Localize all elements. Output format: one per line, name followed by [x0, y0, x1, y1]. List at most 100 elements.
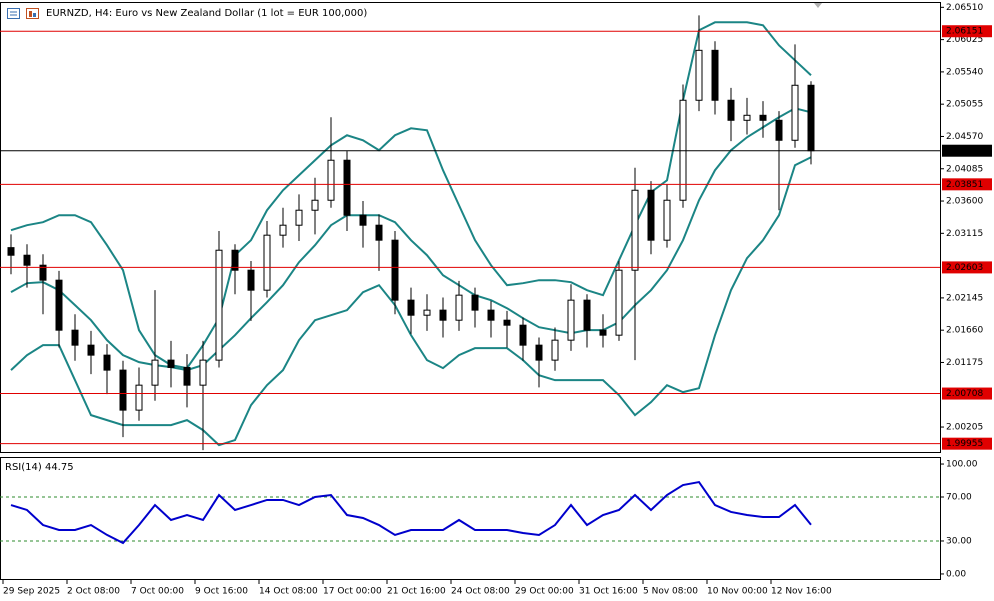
level-label: 2.02603 [946, 263, 983, 273]
candle-body [455, 294, 463, 321]
candle-body [535, 344, 543, 361]
x-tick-label: 5 Nov 08:00 [643, 587, 698, 597]
candle-body [231, 249, 239, 271]
candle-body [599, 329, 607, 336]
candle-body [103, 354, 111, 371]
icon-chart[interactable] [26, 8, 39, 19]
candle-body [327, 159, 335, 201]
candle-body [7, 247, 15, 256]
y-tick-label: 2.00205 [946, 423, 983, 433]
x-tick-label: 21 Oct 16:00 [387, 587, 446, 597]
y-tick-label: 2.01660 [946, 326, 983, 336]
candle-body [183, 366, 191, 386]
candle-body [551, 339, 559, 361]
candle-body [439, 309, 447, 321]
y-tick-label: 2.04570 [946, 132, 983, 142]
y-tick-label: 100.00 [946, 460, 978, 470]
x-tick-label: 14 Oct 08:00 [259, 587, 318, 597]
y-tick-label: 2.01175 [946, 358, 983, 368]
chart-title: EURNZD, H4: Euro vs New Zealand Dollar (… [46, 8, 367, 19]
candle-body [759, 114, 767, 121]
y-tick-label: 70.00 [946, 493, 972, 503]
candle-body [791, 84, 799, 141]
candle-body [311, 199, 319, 211]
x-tick-label: 24 Oct 08:00 [451, 587, 510, 597]
candle-body [695, 49, 703, 101]
y-tick-label: 2.05540 [946, 67, 983, 77]
candle-body [775, 119, 783, 141]
candle-body [407, 299, 415, 316]
x-tick-label: 12 Nov 16:00 [771, 587, 832, 597]
rsi-pane-frame [0, 457, 941, 580]
y-tick-label: 0.00 [946, 569, 966, 579]
level-label-box [942, 261, 992, 274]
candle-body [359, 214, 367, 226]
candle-body [23, 254, 31, 266]
candle-body [119, 369, 127, 411]
icon-bar [29, 11, 32, 17]
candle-body [519, 324, 527, 346]
candle-body [711, 49, 719, 101]
bollinger-middle [10, 107, 812, 372]
candle-body [167, 359, 175, 368]
candle-body [807, 84, 815, 152]
candle-body [743, 114, 751, 121]
x-tick-label: 29 Oct 00:00 [515, 587, 574, 597]
candle-body [423, 309, 431, 316]
candle-body [215, 249, 223, 361]
bollinger-upper [10, 21, 812, 370]
candle-body [199, 359, 207, 386]
level-label: 1.99955 [946, 439, 983, 449]
x-tick-label: 2 Oct 08:00 [67, 587, 120, 597]
candle-body [663, 199, 671, 241]
x-tick-label: 9 Oct 16:00 [195, 587, 248, 597]
candle-body [503, 319, 511, 326]
x-tick-label: 17 Oct 00:00 [323, 587, 382, 597]
candle-body [247, 269, 255, 291]
candle-body [55, 279, 63, 331]
icon-bar [33, 13, 36, 17]
candle-body [727, 99, 735, 121]
price-label-box [942, 144, 992, 157]
level-label-box [942, 387, 992, 400]
candle-body [615, 269, 623, 336]
level-label-box [942, 25, 992, 38]
bollinger-lower [10, 156, 812, 447]
candle-body [279, 224, 287, 236]
candle-body [375, 224, 383, 241]
rsi-line [10, 480, 812, 545]
x-tick-label: 7 Oct 00:00 [131, 587, 184, 597]
rsi-title: RSI(14) 44.75 [5, 462, 74, 473]
candle-body [567, 299, 575, 341]
candle-body [151, 359, 159, 386]
x-tick-label: 10 Nov 00:00 [707, 587, 768, 597]
price-label: 2.04356 [946, 146, 983, 156]
candle-body [71, 329, 79, 346]
candle-body [583, 299, 591, 331]
x-tick-label: 31 Oct 16:00 [579, 587, 638, 597]
candle-body [39, 264, 47, 281]
x-tick-label: 29 Sep 2025 [3, 587, 60, 597]
candle-body [631, 189, 639, 271]
y-tick-label: 2.06025 [946, 35, 983, 45]
y-tick-label: 30.00 [946, 536, 972, 546]
shift-marker[interactable] [814, 3, 822, 8]
candle-body [263, 234, 271, 291]
main-pane-frame [0, 2, 941, 453]
candle-body [647, 189, 655, 241]
candle-body [87, 344, 95, 356]
level-label-box [942, 178, 992, 191]
level-label: 2.03851 [946, 180, 983, 190]
level-label: 2.00708 [946, 389, 983, 399]
y-tick-label: 2.06510 [946, 3, 983, 13]
chart-icons[interactable] [7, 8, 39, 19]
candle-body [295, 209, 303, 226]
y-tick-label: 2.05055 [946, 100, 983, 110]
y-tick-label: 2.03600 [946, 197, 983, 207]
icon-list[interactable] [7, 8, 20, 19]
y-tick-label: 2.02145 [946, 293, 983, 303]
y-tick-label: 2.03115 [946, 229, 983, 239]
candle-body [343, 159, 351, 216]
